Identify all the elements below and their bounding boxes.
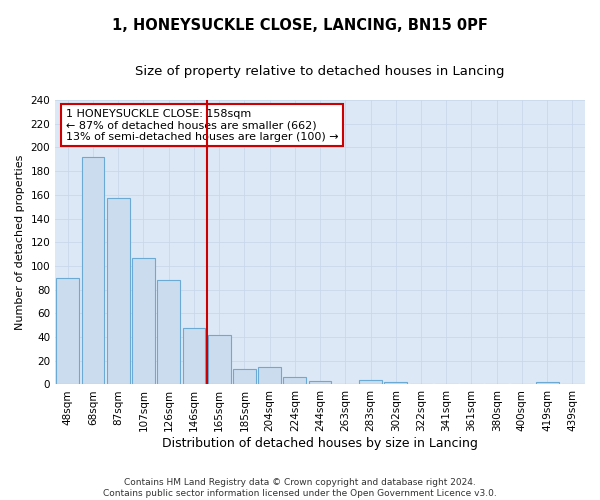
Bar xyxy=(359,380,382,384)
X-axis label: Distribution of detached houses by size in Lancing: Distribution of detached houses by size … xyxy=(162,437,478,450)
Text: Contains HM Land Registry data © Crown copyright and database right 2024.
Contai: Contains HM Land Registry data © Crown c… xyxy=(103,478,497,498)
Bar xyxy=(56,278,79,384)
Bar xyxy=(107,198,130,384)
Text: 1 HONEYSUCKLE CLOSE: 158sqm
← 87% of detached houses are smaller (662)
13% of se: 1 HONEYSUCKLE CLOSE: 158sqm ← 87% of det… xyxy=(66,108,338,142)
Bar xyxy=(385,382,407,384)
Bar xyxy=(309,381,331,384)
Bar xyxy=(536,382,559,384)
Y-axis label: Number of detached properties: Number of detached properties xyxy=(15,154,25,330)
Bar xyxy=(283,378,306,384)
Bar xyxy=(208,334,230,384)
Bar xyxy=(182,328,205,384)
Bar xyxy=(258,366,281,384)
Bar xyxy=(132,258,155,384)
Bar xyxy=(157,280,180,384)
Text: 1, HONEYSUCKLE CLOSE, LANCING, BN15 0PF: 1, HONEYSUCKLE CLOSE, LANCING, BN15 0PF xyxy=(112,18,488,32)
Title: Size of property relative to detached houses in Lancing: Size of property relative to detached ho… xyxy=(136,65,505,78)
Bar xyxy=(233,369,256,384)
Bar xyxy=(82,157,104,384)
